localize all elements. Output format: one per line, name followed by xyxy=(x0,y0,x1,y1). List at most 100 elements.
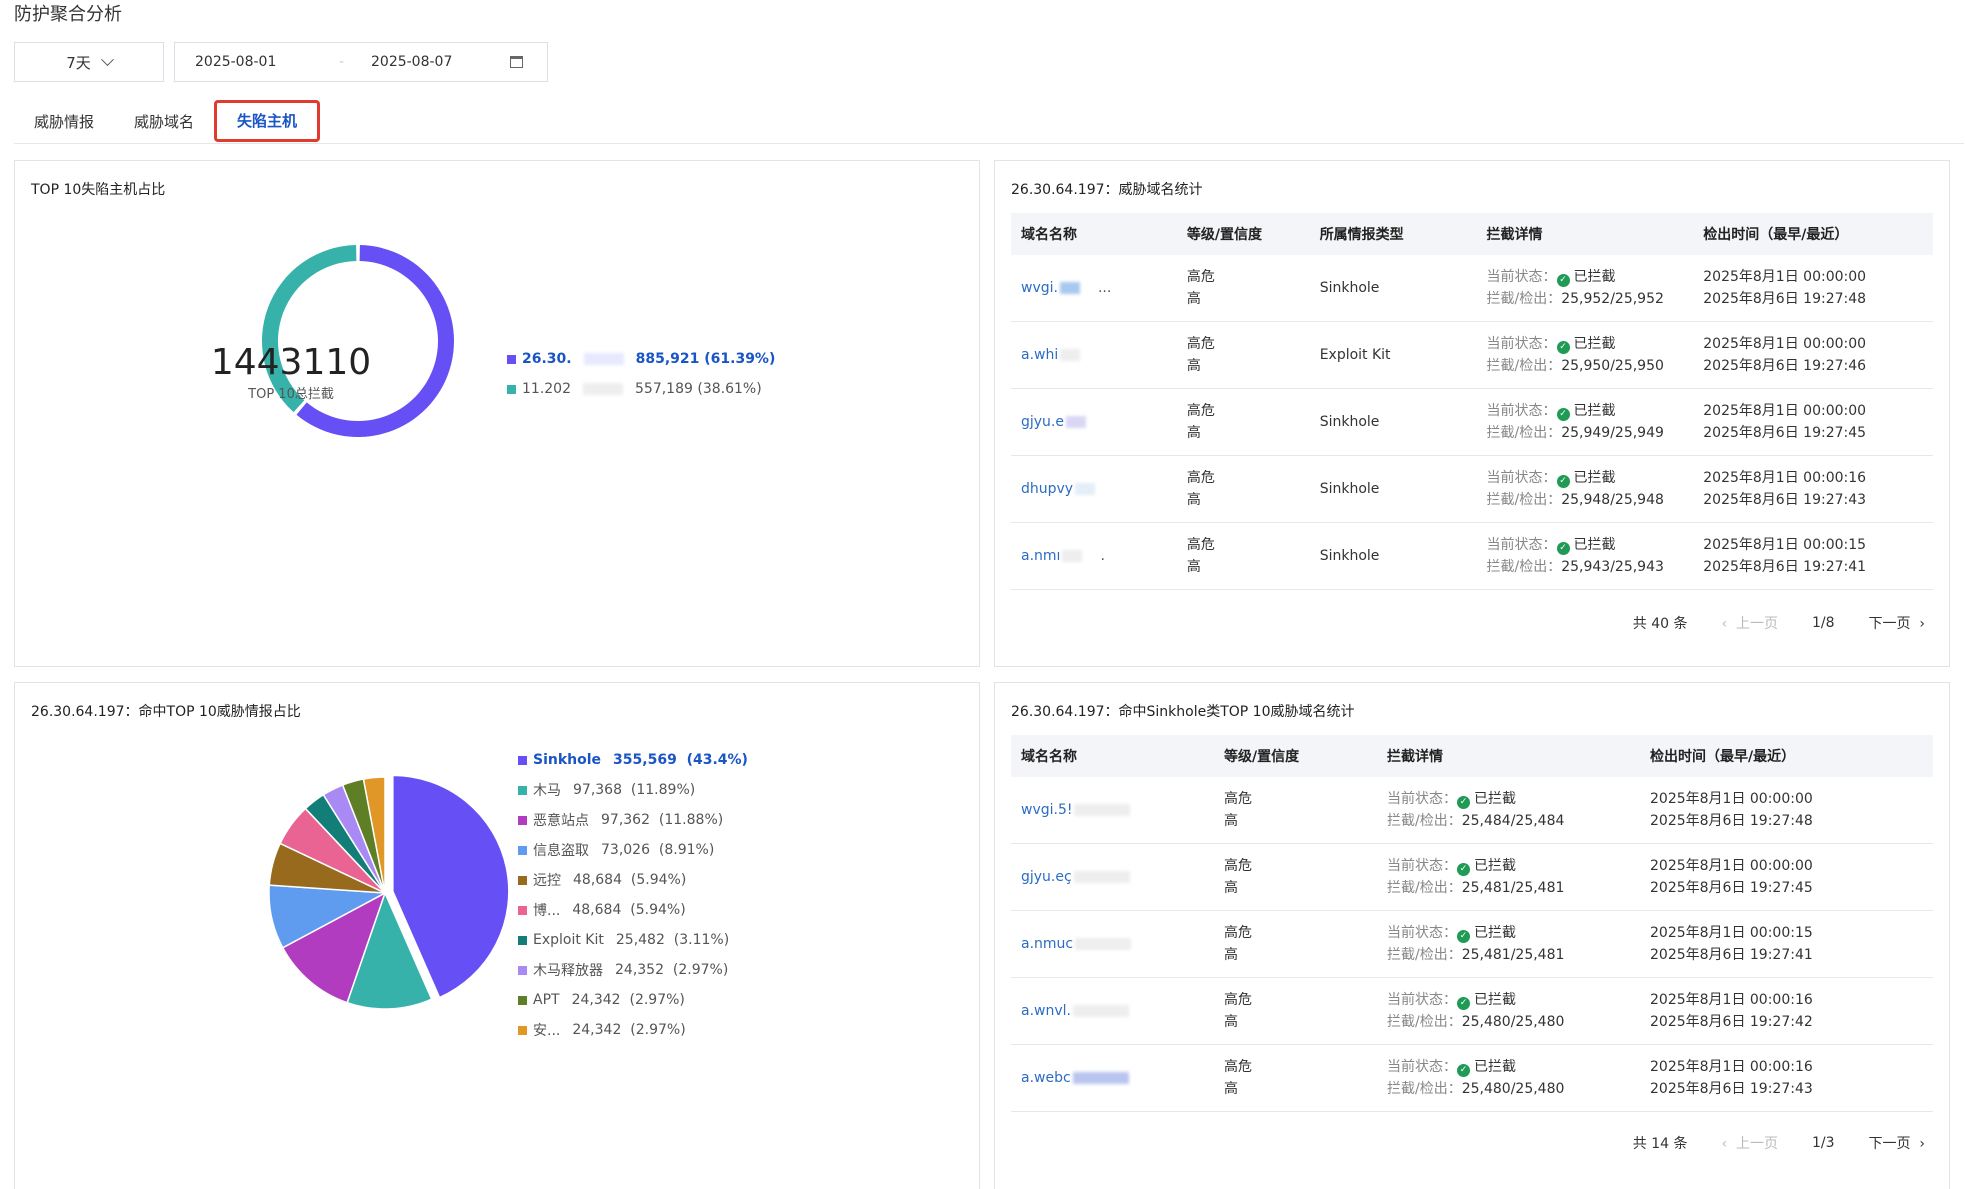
pie-chart xyxy=(268,774,510,1010)
pie-legend-item[interactable]: 木马 97,368 (11.89%) xyxy=(518,775,748,805)
domain-link[interactable]: a.whi xyxy=(1021,347,1059,363)
first-seen: 2025年8月1日 00:00:00 xyxy=(1703,403,1867,419)
col-type: 所属情报类型 xyxy=(1319,227,1404,243)
legend-swatch xyxy=(518,755,527,765)
legend-swatch xyxy=(507,384,516,394)
pie-card: 26.30.64.197：命中TOP 10威胁情报占比 Sinkhole 355,… xyxy=(14,682,980,1189)
domain-link[interactable]: wvgi. xyxy=(1021,280,1058,296)
status-text: 已拦截 xyxy=(1573,470,1616,486)
status-text: 已拦截 xyxy=(1573,537,1616,553)
pie-legend-item[interactable]: 安... 24,342 (2.97%) xyxy=(518,1015,748,1045)
domain-table: 域名名称 等级/置信度 所属情报类型 拦截详情 检出时间（最早/最近） wvgi… xyxy=(1011,213,1933,590)
count-label: 拦截/检出： xyxy=(1486,291,1562,307)
table-row: a.webc 高危高 当前状态： ✓ 已拦截 拦截/检出：25,480/25,480 202… xyxy=(1011,1045,1933,1112)
sinkhole-stats-card: 26.30.64.197：命中Sinkhole类TOP 10威胁域名统计 域名名… xyxy=(994,682,1950,1189)
table-row: gjyu.eç 高危高 当前状态： ✓ 已拦截 拦截/检出：25,481/25,481 20… xyxy=(1011,844,1933,911)
table-row: a.wnvl. 高危高 当前状态： ✓ 已拦截 拦截/检出：25,480/25,480 20… xyxy=(1011,978,1933,1045)
threat-level: 高危 xyxy=(1186,269,1215,285)
domain-link[interactable]: a.nmuc xyxy=(1021,936,1074,952)
redacted-blur xyxy=(1075,483,1096,495)
last-seen: 2025年8月6日 19:27:41 xyxy=(1650,947,1813,963)
first-seen: 2025年8月1日 00:00:00 xyxy=(1703,336,1867,352)
donut-legend-item[interactable]: 11.202 557,189 (38.61%) xyxy=(507,374,775,404)
pager-total: 共 14 条 xyxy=(1632,1136,1688,1152)
last-seen: 2025年8月6日 19:27:48 xyxy=(1650,813,1813,829)
pie-legend-item[interactable]: Exploit Kit 25,482 (3.11%) xyxy=(518,925,748,955)
status-text: 已拦截 xyxy=(1573,336,1616,352)
last-seen: 2025年8月6日 19:27:42 xyxy=(1650,1014,1813,1030)
date-separator: - xyxy=(339,54,345,70)
tab-threat-domain[interactable]: 威胁域名 xyxy=(134,113,195,131)
pager-next[interactable]: 下一页 › xyxy=(1868,616,1926,632)
domain-link[interactable]: a.webc xyxy=(1021,1070,1071,1086)
chevron-down-icon xyxy=(100,52,114,66)
legend-value: 24,342 xyxy=(572,1022,622,1038)
tab-threat-intel[interactable]: 威胁情报 xyxy=(34,113,95,131)
pie-slice[interactable] xyxy=(281,891,387,1004)
tab-compromised-host[interactable]: 失陷主机 xyxy=(214,100,321,142)
status-label: 当前状态： xyxy=(1486,403,1557,419)
pie-slice[interactable] xyxy=(346,890,433,1010)
legend-value: 24,342 xyxy=(571,992,621,1008)
pie-legend-item[interactable]: 博... 48,684 (5.94%) xyxy=(518,895,748,925)
pie-legend-item[interactable]: APT 24,342 (2.97%) xyxy=(518,985,748,1015)
block-counts: 25,949/25,949 xyxy=(1561,425,1664,441)
col-level: 等级/置信度 xyxy=(1186,227,1262,243)
legend-swatch xyxy=(518,935,527,945)
check-circle-icon: ✓ xyxy=(1457,796,1470,809)
redacted-blur xyxy=(1072,1072,1129,1084)
redacted-blur xyxy=(1059,282,1080,294)
status-text: 已拦截 xyxy=(1573,403,1616,419)
pie-slice[interactable] xyxy=(362,776,386,894)
page-title: 防护聚合分析 xyxy=(14,4,122,25)
legend-swatch xyxy=(518,995,527,1005)
legend-name: 信息盗取 xyxy=(533,843,589,859)
donut-slice[interactable] xyxy=(262,245,357,413)
block-counts: 25,484/25,484 xyxy=(1461,813,1565,829)
calendar-icon[interactable] xyxy=(510,56,523,68)
block-counts: 25,480/25,480 xyxy=(1461,1081,1565,1097)
legend-name: 11.202 xyxy=(522,381,571,397)
last-seen: 2025年8月6日 19:27:45 xyxy=(1703,425,1867,441)
redacted-blur xyxy=(1073,871,1130,883)
pie-legend-item[interactable]: 木马释放器 24,352 (2.97%) xyxy=(518,955,748,985)
domain-link[interactable]: dhupvy xyxy=(1021,481,1074,497)
pager-prev[interactable]: ‹ 上一页 xyxy=(1721,616,1778,632)
status-label: 当前状态： xyxy=(1486,470,1557,486)
pager-prev[interactable]: ‹ 上一页 xyxy=(1721,1136,1778,1152)
domain-link[interactable]: a.nmı xyxy=(1021,548,1061,564)
status-text: 已拦截 xyxy=(1474,992,1516,1008)
donut-slice[interactable] xyxy=(296,245,454,437)
pie-slice[interactable] xyxy=(392,774,510,999)
domain-link[interactable]: wvgi.5! xyxy=(1021,802,1073,818)
pie-legend-item[interactable]: 远控 48,684 (5.94%) xyxy=(518,865,748,895)
last-seen: 2025年8月6日 19:27:48 xyxy=(1703,291,1867,307)
intel-type: Exploit Kit xyxy=(1319,347,1391,363)
donut-legend-item[interactable]: 26.30. 885,921 (61.39%) xyxy=(507,344,775,374)
block-counts: 25,950/25,950 xyxy=(1561,358,1664,374)
pie-legend-item[interactable]: Sinkhole 355,569 (43.4%) xyxy=(518,745,748,775)
legend-pct: (11.88%) xyxy=(658,812,724,828)
pager-prev-label: 上一页 xyxy=(1735,1136,1778,1152)
confidence: 高 xyxy=(1224,1081,1238,1097)
status-text: 已拦截 xyxy=(1474,1059,1516,1075)
threat-level: 高危 xyxy=(1186,537,1215,553)
domain-link[interactable]: a.wnvl. xyxy=(1021,1003,1071,1019)
legend-name: Exploit Kit xyxy=(533,932,604,948)
col-domain: 域名名称 xyxy=(1021,749,1077,765)
domain-link[interactable]: gjyu.e xyxy=(1021,414,1064,430)
intel-type: Sinkhole xyxy=(1319,481,1380,497)
legend-value: 97,362 xyxy=(601,812,650,828)
redacted-blur xyxy=(1072,1005,1129,1017)
end-date[interactable]: 2025-08-07 xyxy=(371,54,453,70)
date-range-picker[interactable]: 2025-08-01 - 2025-08-07 xyxy=(174,42,548,82)
col-detail: 拦截详情 xyxy=(1387,749,1443,765)
domain-link[interactable]: gjyu.eç xyxy=(1021,869,1072,885)
start-date[interactable]: 2025-08-01 xyxy=(195,54,277,70)
count-label: 拦截/检出： xyxy=(1486,425,1562,441)
range-select[interactable]: 7天 xyxy=(14,42,164,82)
pie-legend-item[interactable]: 恶意站点 97,362 (11.88%) xyxy=(518,805,748,835)
pager-next[interactable]: 下一页 › xyxy=(1868,1136,1926,1152)
legend-name: Sinkhole xyxy=(533,752,602,768)
pie-legend-item[interactable]: 信息盗取 73,026 (8.91%) xyxy=(518,835,748,865)
